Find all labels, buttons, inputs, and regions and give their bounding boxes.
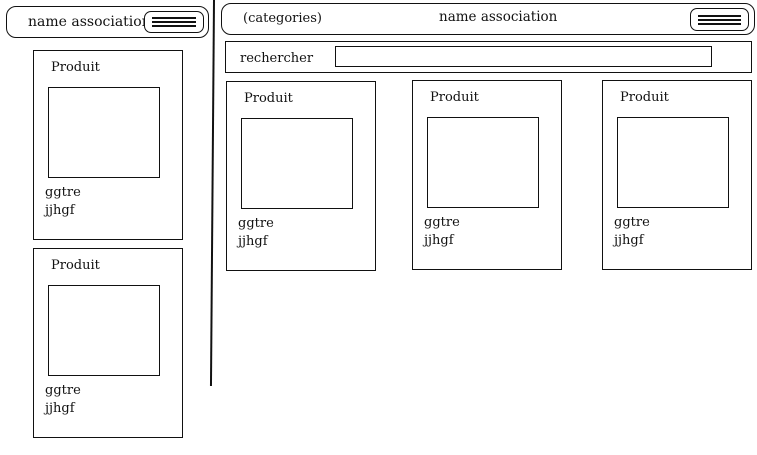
product-description-line-2: jjhgf bbox=[614, 233, 644, 248]
product-image-placeholder bbox=[427, 117, 539, 208]
desktop-product-card-2[interactable]: Produit ggtre jjhgf bbox=[412, 80, 562, 270]
product-description-line-1: ggtre bbox=[614, 215, 650, 230]
search-input[interactable] bbox=[335, 46, 712, 67]
product-description-line-2: jjhgf bbox=[45, 203, 75, 218]
product-title: Produit bbox=[244, 91, 293, 106]
product-title: Produit bbox=[430, 90, 479, 105]
desktop-product-card-1[interactable]: Produit ggtre jjhgf bbox=[226, 81, 376, 271]
desktop-header-title: name association bbox=[439, 9, 558, 25]
product-image-placeholder bbox=[48, 87, 160, 178]
product-title: Produit bbox=[51, 258, 100, 273]
product-description-line-1: ggtre bbox=[45, 383, 81, 398]
product-description-line-2: jjhgf bbox=[45, 401, 75, 416]
product-description-line-1: ggtre bbox=[424, 215, 460, 230]
mobile-product-card-1[interactable]: Produit ggtre jjhgf bbox=[33, 50, 183, 240]
hamburger-menu-icon[interactable] bbox=[144, 11, 204, 33]
product-image-placeholder bbox=[617, 117, 729, 208]
product-title: Produit bbox=[620, 90, 669, 105]
product-image-placeholder bbox=[241, 118, 353, 209]
mobile-header-title: name association bbox=[28, 14, 151, 30]
search-bar: rechercher bbox=[225, 41, 752, 73]
product-image-placeholder bbox=[48, 285, 160, 376]
product-description-line-1: ggtre bbox=[238, 216, 274, 231]
product-description-line-1: ggtre bbox=[45, 185, 81, 200]
wireframe-divider bbox=[209, 0, 215, 387]
hamburger-menu-icon[interactable] bbox=[690, 8, 749, 31]
desktop-product-card-3[interactable]: Produit ggtre jjhgf bbox=[602, 80, 752, 270]
product-title: Produit bbox=[51, 60, 100, 75]
mobile-header: name association bbox=[6, 6, 209, 38]
search-label: rechercher bbox=[240, 51, 314, 66]
product-description-line-2: jjhgf bbox=[424, 233, 454, 248]
product-description-line-2: jjhgf bbox=[238, 234, 268, 249]
mobile-product-card-2[interactable]: Produit ggtre jjhgf bbox=[33, 248, 183, 438]
desktop-header: (categories) name association bbox=[221, 3, 755, 35]
categories-menu[interactable]: (categories) bbox=[243, 11, 322, 26]
